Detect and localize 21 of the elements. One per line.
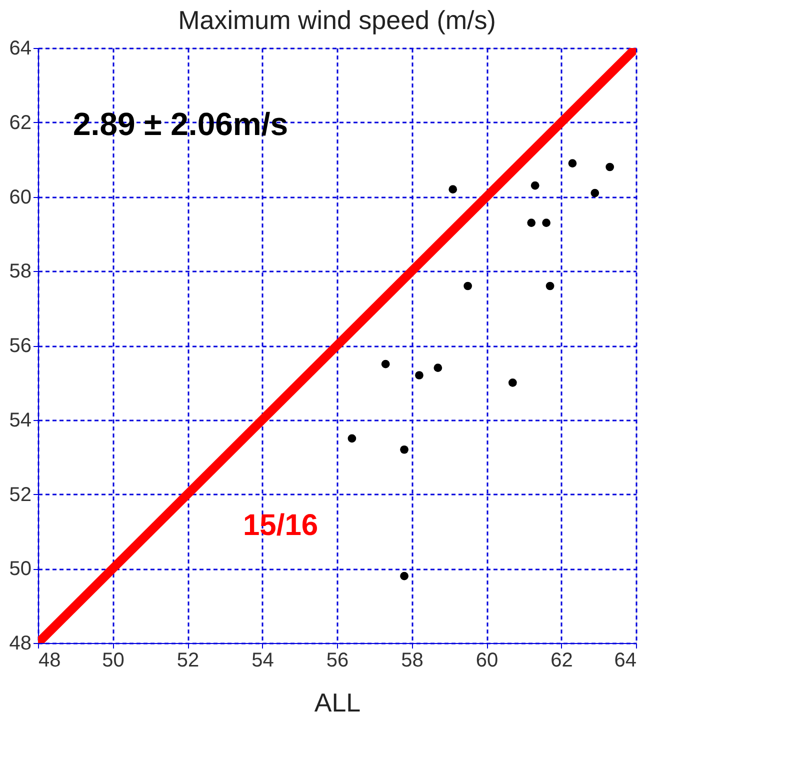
x-tick-label: 54 <box>252 650 274 672</box>
y-tick-label: 52 <box>9 484 32 506</box>
x-tick-label: 56 <box>326 650 349 672</box>
x-tick-label: 48 <box>38 650 61 672</box>
annotation: 15/16 <box>243 509 318 542</box>
x-tick-label: 62 <box>550 650 573 672</box>
y-tick-label: 48 <box>9 632 32 654</box>
y-tick-label: 62 <box>9 112 32 134</box>
x-tick-label: 50 <box>102 650 124 672</box>
chart-title: Maximum wind speed (m/s) <box>178 5 496 35</box>
y-tick-label: 60 <box>9 186 32 208</box>
y-tick-label: 58 <box>9 260 32 283</box>
x-tick-label: 64 <box>614 650 636 672</box>
y-tick-label: 50 <box>9 558 32 580</box>
x-tick-label: 60 <box>476 650 498 672</box>
x-axis-title: ALL <box>314 688 361 718</box>
y-tick-label: 64 <box>9 38 32 60</box>
x-tick-label: 52 <box>176 650 200 672</box>
y-tick-label: 56 <box>9 335 32 357</box>
x-tick-label: 58 <box>401 650 424 672</box>
y-tick-label: 54 <box>9 409 32 432</box>
